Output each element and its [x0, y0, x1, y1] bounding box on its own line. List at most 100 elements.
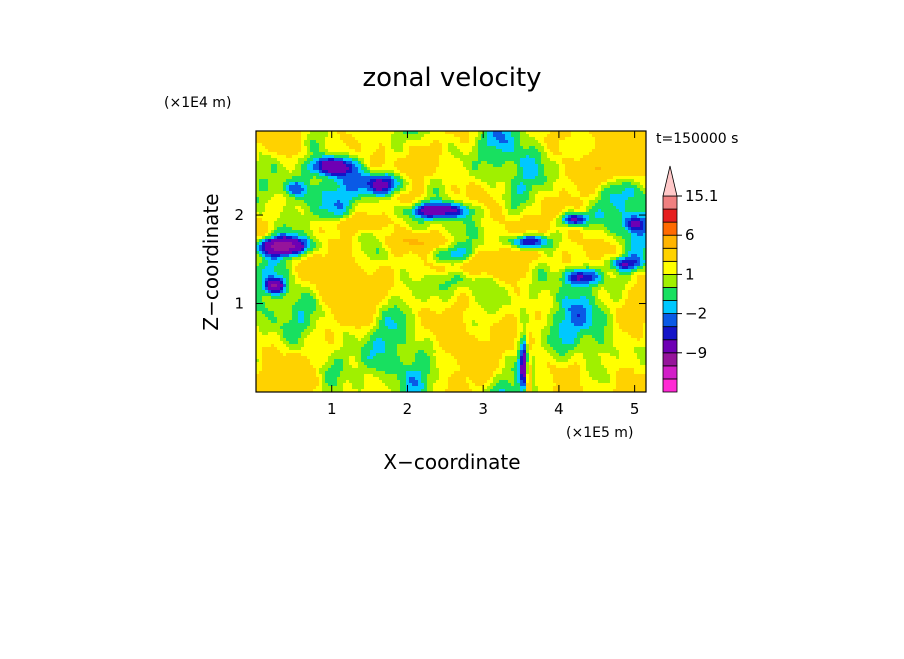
field-cell	[604, 191, 608, 195]
field-cell	[268, 134, 272, 138]
field-cell	[610, 224, 614, 228]
field-cell	[403, 233, 407, 237]
field-cell	[556, 134, 560, 138]
field-cell	[295, 140, 299, 144]
field-cell	[433, 185, 437, 189]
field-cell	[298, 212, 302, 216]
field-cell	[610, 230, 614, 234]
field-cell	[610, 188, 614, 192]
field-cell	[382, 170, 386, 174]
field-cell	[379, 203, 383, 207]
field-cell	[337, 131, 341, 135]
field-cell	[367, 218, 371, 222]
field-cell	[640, 140, 644, 144]
field-cell	[385, 185, 389, 189]
field-cell	[484, 185, 488, 189]
field-cell	[598, 164, 602, 168]
field-cell	[526, 173, 530, 177]
field-cell	[274, 143, 278, 147]
field-cell	[373, 179, 377, 183]
field-cell	[352, 197, 356, 201]
field-cell	[595, 224, 599, 228]
field-cell	[622, 212, 626, 216]
field-cell	[385, 194, 389, 198]
field-cell	[574, 191, 578, 195]
field-cell	[454, 164, 458, 168]
field-cell	[277, 131, 281, 135]
field-cell	[325, 221, 329, 225]
field-cell	[502, 185, 506, 189]
field-cell	[643, 194, 646, 198]
field-cell	[490, 152, 494, 156]
field-cell	[619, 161, 623, 165]
field-cell	[400, 221, 404, 225]
field-cell	[298, 197, 302, 201]
field-cell	[310, 233, 314, 237]
field-cell	[514, 236, 518, 240]
field-cell	[400, 197, 404, 201]
field-cell	[448, 221, 452, 225]
field-cell	[427, 191, 431, 195]
field-cell	[403, 182, 407, 186]
field-cell	[544, 158, 548, 162]
field-cell	[415, 149, 419, 153]
field-cell	[643, 161, 646, 165]
field-cell	[568, 212, 572, 216]
field-cell	[580, 182, 584, 186]
field-cell	[499, 200, 503, 204]
field-cell	[451, 176, 455, 180]
field-cell	[520, 137, 524, 141]
field-cell	[562, 182, 566, 186]
field-cell	[409, 176, 413, 180]
field-cell	[475, 146, 479, 150]
field-cell	[334, 197, 338, 201]
field-cell	[469, 170, 473, 174]
field-cell	[574, 176, 578, 180]
field-cell	[640, 191, 644, 195]
field-cell	[283, 152, 287, 156]
field-cell	[613, 131, 617, 135]
field-cell	[634, 140, 638, 144]
field-cell	[628, 179, 632, 183]
field-cell	[415, 212, 419, 216]
field-cell	[634, 173, 638, 177]
field-cell	[601, 161, 605, 165]
field-cell	[355, 170, 359, 174]
field-cell	[523, 182, 527, 186]
field-cell	[538, 227, 542, 231]
field-cell	[424, 191, 428, 195]
field-cell	[334, 134, 338, 138]
field-cell	[520, 200, 524, 204]
field-cell	[343, 239, 347, 243]
field-cell	[613, 209, 617, 213]
field-cell	[301, 221, 305, 225]
field-cell	[589, 200, 593, 204]
field-cell	[532, 188, 536, 192]
field-cell	[355, 239, 359, 243]
field-cell	[256, 197, 260, 201]
field-cell	[628, 227, 632, 231]
field-cell	[526, 200, 530, 204]
field-cell	[430, 140, 434, 144]
field-cell	[496, 215, 500, 219]
field-cell	[472, 233, 476, 237]
field-cell	[610, 203, 614, 207]
field-cell	[355, 158, 359, 162]
field-cell	[274, 224, 278, 228]
field-cell	[502, 200, 506, 204]
field-cell	[457, 206, 461, 210]
field-cell	[634, 218, 638, 222]
field-cell	[301, 137, 305, 141]
field-cell	[541, 170, 545, 174]
field-cell	[436, 137, 440, 141]
field-cell	[637, 209, 641, 213]
field-cell	[304, 188, 308, 192]
field-cell	[580, 203, 584, 207]
field-cell	[556, 182, 560, 186]
field-cell	[358, 209, 362, 213]
field-cell	[622, 140, 626, 144]
field-cell	[418, 179, 422, 183]
field-cell	[361, 236, 365, 240]
field-cell	[592, 206, 596, 210]
field-cell	[256, 161, 260, 165]
